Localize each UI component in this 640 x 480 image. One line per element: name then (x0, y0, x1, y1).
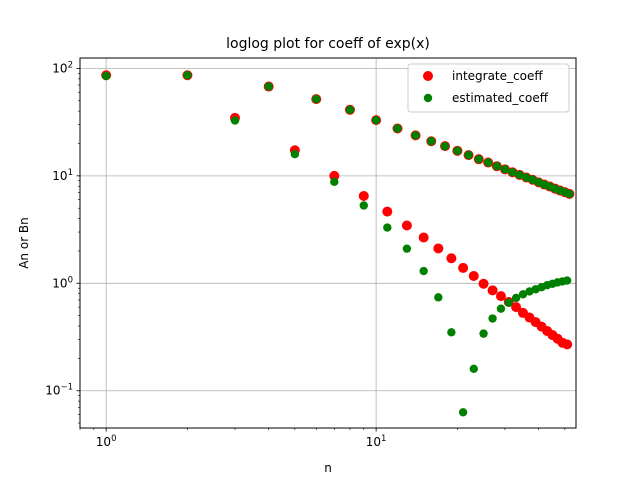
estimated-coeff-point (183, 71, 192, 80)
estimated-coeff-point (492, 161, 502, 171)
integrate-coeff-point (329, 170, 340, 181)
integrate-coeff-point (418, 232, 429, 243)
integrate-coeff-point (562, 339, 573, 350)
estimated-coeff-point (483, 158, 493, 167)
chart-title: loglog plot for coeff of exp(x) (226, 36, 430, 52)
x-tick-label: 101 (366, 434, 387, 449)
integrate-coeff-point (401, 220, 412, 231)
estimated-coeff-point (504, 298, 513, 307)
y-tick-label: 101 (52, 168, 73, 183)
estimated-coeff-point (464, 150, 473, 160)
y-axis-label: An or Bn (17, 217, 31, 269)
integrate-coeff-point (382, 206, 393, 217)
integrate-coeff-point (511, 302, 522, 313)
x-axis-label: n (324, 461, 332, 475)
x-tick-label: 100 (96, 434, 117, 449)
estimated-coeff-point (312, 94, 321, 104)
estimated-coeff-point (488, 314, 497, 323)
estimated-coeff-point (290, 150, 300, 159)
estimated-coeff-point (419, 266, 428, 276)
integrate-coeff-point (478, 278, 489, 289)
legend-box (407, 63, 570, 113)
estimated-coeff-point (345, 105, 355, 114)
plot-points (101, 70, 575, 417)
integrate-coeff-point (487, 285, 498, 296)
legend-label-estimated: estimated_coeff (452, 91, 549, 105)
y-tick-label: 10−1 (45, 383, 73, 398)
estimated-coeff-point (393, 124, 402, 133)
estimated-coeff-point (230, 116, 240, 125)
estimated-coeff-point (474, 154, 483, 164)
estimated-coeff-point (522, 173, 531, 182)
estimated-coeff-point (101, 71, 111, 81)
estimated-coeff-point (511, 293, 521, 303)
y-tick-label: 102 (52, 60, 73, 75)
legend: integrate_coeff estimated_coeff (407, 63, 570, 113)
estimated-coeff-point (562, 276, 572, 285)
estimated-coeff-point (402, 244, 412, 253)
estimated-coeff-point (264, 82, 273, 91)
integrate-coeff-point (446, 253, 457, 264)
estimated-coeff-point (518, 290, 528, 299)
integrate-coeff-point (433, 243, 444, 254)
estimated-coeff-point (496, 304, 506, 313)
estimated-coeff-point (453, 146, 462, 156)
estimated-coeff-point (515, 170, 524, 180)
estimated-coeff-point (479, 329, 488, 338)
estimated-coeff-point (427, 137, 436, 146)
estimated-coeff-point (447, 328, 456, 337)
estimated-coeff-point (500, 165, 510, 174)
y-tick-label: 100 (52, 275, 73, 290)
estimated-coeff-point (383, 223, 392, 232)
axis-ticks: 100 101 10−1 100 101 102 (45, 60, 566, 449)
plot-frame (79, 57, 577, 429)
integrate-coeff-point (458, 262, 469, 273)
legend-marker-estimated (423, 93, 433, 103)
estimated-coeff-point (508, 168, 517, 177)
estimated-coeff-point (469, 364, 478, 374)
legend-marker-integrate (423, 71, 433, 81)
estimated-coeff-point (411, 131, 420, 140)
estimated-coeff-point (330, 177, 339, 187)
integrate-coeff-point (358, 190, 369, 201)
integrate-coeff-point (495, 291, 506, 302)
estimated-coeff-point (458, 408, 468, 417)
estimated-coeff-point (565, 189, 574, 199)
estimated-coeff-point (371, 115, 381, 125)
integrate-coeff-point (468, 270, 479, 281)
legend-label-integrate: integrate_coeff (452, 69, 543, 83)
estimated-coeff-point (434, 293, 443, 302)
estimated-coeff-point (359, 201, 368, 210)
estimated-coeff-point (440, 141, 450, 151)
